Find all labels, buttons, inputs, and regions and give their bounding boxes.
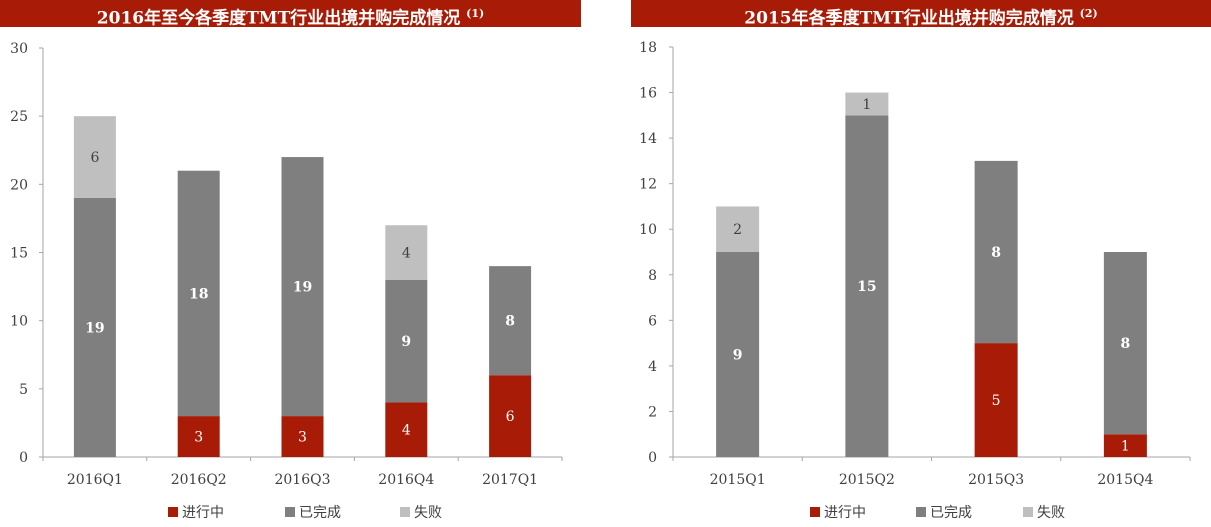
data-label: 3 <box>194 430 203 446</box>
y-tick-label: 2 <box>648 404 657 420</box>
legend-label: 失败 <box>1037 505 1065 521</box>
bar-segment <box>974 343 1018 457</box>
data-label: 8 <box>1121 336 1131 352</box>
data-label: 4 <box>402 246 411 262</box>
bar-segment <box>281 157 324 417</box>
legend-label: 进行中 <box>824 505 866 521</box>
legend-label: 已完成 <box>299 505 341 521</box>
stacked-bar-chart-2016: 0 5 10 15 20 25 30 19 6 2016Q1 3 18 2016Q2 3 19 2016Q3 4… <box>10 41 563 521</box>
data-label: 6 <box>90 150 99 166</box>
y-tick-label: 4 <box>648 359 657 375</box>
y-tick-label: 10 <box>10 314 28 330</box>
x-tick-label: 2016Q1 <box>67 472 123 488</box>
bar-segment <box>385 279 428 403</box>
legend-label: 进行中 <box>182 505 224 521</box>
legend-swatch <box>1023 507 1033 517</box>
x-tick-label: 2015Q1 <box>710 472 766 488</box>
data-label: 18 <box>189 286 208 302</box>
chart-title-note: (1) <box>466 7 485 20</box>
legend-swatch <box>810 507 820 517</box>
data-label: 1 <box>1121 439 1130 455</box>
legend-swatch <box>916 507 926 517</box>
y-tick-label: 30 <box>10 41 28 57</box>
bar-segment <box>716 206 760 252</box>
data-label: 9 <box>401 334 411 350</box>
stacked-bar-chart-2015: 024681012141618922015Q11512015Q2582015Q3… <box>639 40 1191 521</box>
bar-segment <box>974 160 1018 344</box>
y-tick-label: 18 <box>639 40 657 56</box>
y-tick-label: 16 <box>639 86 657 102</box>
x-tick-label: 2015Q3 <box>968 472 1024 488</box>
legend-swatch <box>285 507 295 517</box>
legend-swatch <box>168 507 178 517</box>
bar-segment <box>385 402 428 457</box>
data-label: 1 <box>862 97 871 113</box>
bar-segment <box>177 170 220 417</box>
data-label: 15 <box>857 279 876 295</box>
data-label: 6 <box>506 409 515 425</box>
chart-title-note: (2) <box>1079 7 1098 20</box>
x-tick-label: 2015Q2 <box>839 472 895 488</box>
chart-title: 2016年至今各季度TMT行业出境并购完成情况 <box>96 8 461 27</box>
x-tick-label: 2016Q4 <box>378 472 434 488</box>
data-label: 5 <box>992 393 1001 409</box>
bar-segment <box>845 115 889 457</box>
y-tick-label: 8 <box>648 268 657 284</box>
x-tick-label: 2015Q4 <box>1097 472 1153 488</box>
y-tick-label: 6 <box>648 313 657 329</box>
y-tick-label: 12 <box>639 177 657 193</box>
y-tick-label: 14 <box>639 131 657 147</box>
x-tick-label: 2016Q3 <box>274 472 330 488</box>
x-tick-label: 2017Q1 <box>482 472 538 488</box>
bar-segment <box>73 197 116 457</box>
bar-segment <box>73 116 116 198</box>
chart-panel-2015: 2015年各季度TMT行业出境并购完成情况 (2) 0 2 4 6 8 10 12 14 16 1… <box>631 0 1211 527</box>
chart-title-bar: 2015年各季度TMT行业出境并购完成情况 (2) <box>631 0 1211 27</box>
chart-title-bar: 2016年至今各季度TMT行业出境并购完成情况 (1) <box>0 0 581 27</box>
data-label: 8 <box>991 245 1001 261</box>
y-tick-label: 25 <box>10 109 28 125</box>
x-tick-label: 2016Q2 <box>171 472 227 488</box>
y-tick-label: 20 <box>10 177 28 193</box>
y-tick-label: 0 <box>19 450 28 466</box>
bar-segment <box>385 225 428 280</box>
data-label: 8 <box>505 314 515 330</box>
data-label: 19 <box>85 320 104 336</box>
bar-segment <box>716 252 760 457</box>
bar-segment <box>1103 252 1147 435</box>
legend-label: 已完成 <box>930 505 972 521</box>
data-label: 4 <box>402 423 411 439</box>
chart-panel-2016: 2016年至今各季度TMT行业出境并购完成情况 (1) 0 5 10 15 20 25 30… <box>0 0 581 527</box>
bar-segment <box>489 266 532 376</box>
data-label: 19 <box>293 280 312 296</box>
bar-segment <box>177 416 220 457</box>
bar-segment <box>1103 434 1147 457</box>
bar-segment <box>281 416 324 457</box>
chart-title: 2015年各季度TMT行业出境并购完成情况 <box>744 8 1074 27</box>
bar-segment <box>489 375 532 457</box>
legend-label: 失败 <box>414 505 442 521</box>
y-tick-label: 10 <box>639 222 657 238</box>
y-tick-label: 15 <box>10 246 28 262</box>
data-label: 3 <box>298 430 307 446</box>
y-tick-label: 0 <box>648 450 657 466</box>
legend-swatch <box>400 507 410 517</box>
bar-segment <box>845 92 889 116</box>
data-label: 9 <box>733 348 743 364</box>
data-label: 2 <box>733 222 742 238</box>
y-tick-label: 5 <box>19 382 28 398</box>
